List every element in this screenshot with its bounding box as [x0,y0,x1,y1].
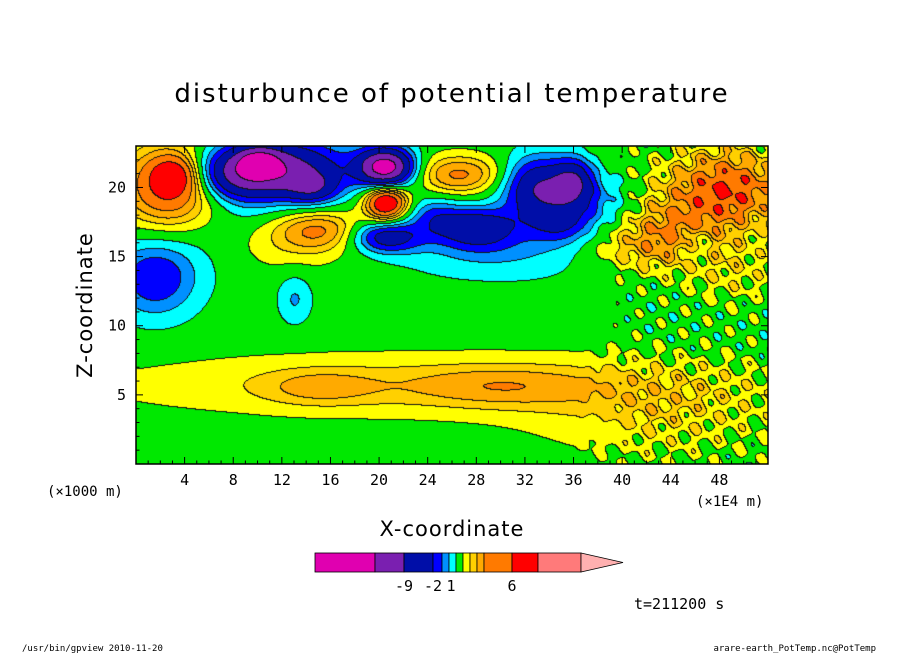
x-tick-label: 24 [419,471,437,489]
colorbar-segment [432,552,443,573]
x-unit-right: (×1E4 m) [696,494,763,510]
footer-right: arare-earth_PotTemp.nc@PotTemp [713,644,876,654]
x-tick-label: 8 [229,471,238,489]
colorbar-segment [462,552,471,573]
colorbar-segment [374,552,405,573]
y-axis: 5 10 15 20 [108,159,768,451]
footer-left: /usr/bin/gpview 2010-11-20 [22,644,163,654]
x-tick-label: 32 [516,471,534,489]
y-tick-label: 15 [108,248,126,266]
plot-area [136,146,768,464]
colorbar-segment [441,552,450,573]
colorbar-segment [469,552,478,573]
colorbar-segment [537,552,582,573]
colorbar-segment [448,552,457,573]
colorbar-segment [455,552,464,573]
x-tick-label: 16 [321,471,339,489]
y-tick-label: 20 [108,178,126,196]
colorbar-arrow [580,552,624,573]
x-tick-label: 4 [180,471,189,489]
colorbar-tick-label: 1 [446,577,455,595]
y-tick-label: 5 [117,386,126,404]
colorbar-segment [476,552,485,573]
colorbar-segment [511,552,539,573]
colorbar-tick-label: -2 [424,577,442,595]
x-axis-label: X-coordinate [380,517,525,541]
x-tick-label: 48 [710,471,728,489]
chart-title: disturbunce of potential temperature [174,79,729,109]
colorbar: -9 -2 1 6 [314,552,624,595]
x-unit-left: (×1000 m) [47,484,123,500]
time-label: t=211200 s [634,595,724,613]
colorbar-segment [314,552,376,573]
colorbar-tick-label: -9 [395,577,413,595]
x-tick-label: 36 [565,471,583,489]
x-tick-label: 20 [370,471,388,489]
y-axis-label: Z-coordinate [73,232,97,378]
x-tick-label: 44 [662,471,680,489]
colorbar-tick-label: 6 [507,577,516,595]
x-tick-label: 40 [613,471,631,489]
x-tick-label: 28 [467,471,485,489]
colorbar-segment [403,552,434,573]
x-tick-label: 12 [273,471,291,489]
colorbar-segment [483,552,513,573]
y-tick-label: 10 [108,317,126,335]
x-axis: 4 8 12 16 20 24 28 32 36 40 44 48 [147,146,757,489]
